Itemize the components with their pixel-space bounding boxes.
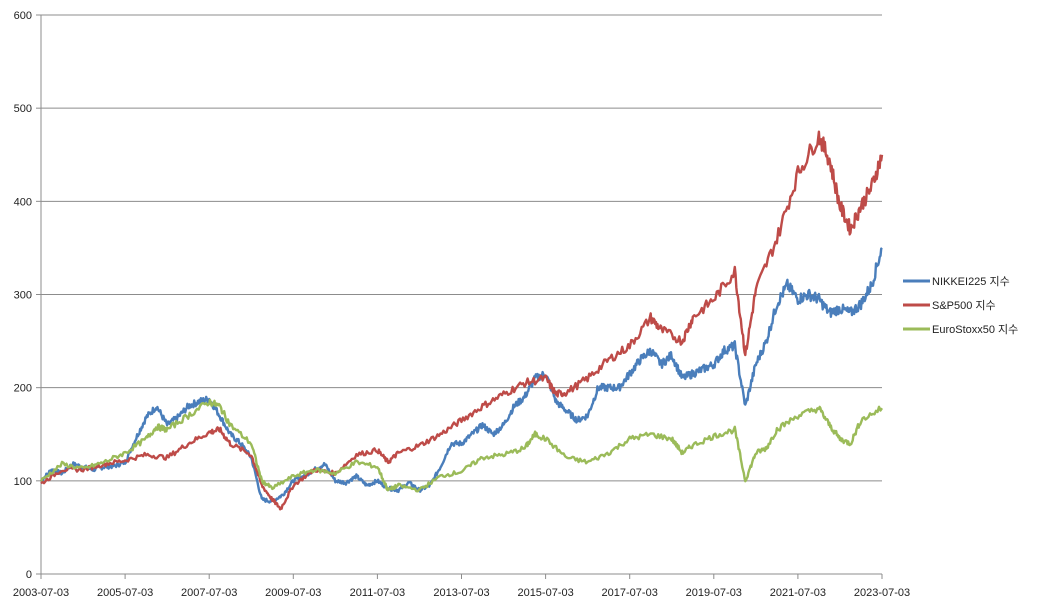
x-tick-label: 2013-07-03 [433,587,489,599]
series-lines [39,130,884,511]
x-tick-label: 2017-07-03 [602,587,658,599]
x-tick-label: 2023-07-03 [854,587,910,599]
legend-label: S&P500 지수 [932,299,996,312]
x-tick-label: 2015-07-03 [517,587,573,599]
y-tick-label: 200 [14,383,32,395]
legend-label: NIKKEI225 지수 [932,275,1010,288]
y-axis-tick-labels: 0 100 200 300 400 500 600 [14,10,32,581]
x-tick-label: 2009-07-03 [265,587,321,599]
x-tick-label: 2011-07-03 [350,587,405,599]
x-tick-label: 2007-07-03 [181,587,237,599]
x-axis-tick-labels: 2003-07-03 2005-07-03 2007-07-03 2009-07-03… [13,587,910,599]
x-tick-label: 2003-07-03 [13,587,69,599]
y-tick-label: 600 [14,10,32,22]
y-tick-label: 300 [14,290,32,302]
x-tick-label: 2019-07-03 [686,587,742,599]
series-line-2 [40,130,884,511]
legend-label: EuroStoxx50 지수 [932,323,1018,336]
y-tick-label: 0 [26,569,32,581]
x-tick-label: 2021-07-03 [770,587,826,599]
series-line-1 [40,247,883,504]
y-tick-label: 400 [14,196,32,208]
legend: NIKKEI225 지수 S&P500 지수 EuroStoxx50 지수 [903,275,1018,336]
x-tick-label: 2005-07-03 [97,587,153,599]
y-tick-label: 100 [14,476,32,488]
gridlines [41,14,882,482]
series-line-3 [39,398,884,493]
y-tick-label: 500 [14,103,32,115]
